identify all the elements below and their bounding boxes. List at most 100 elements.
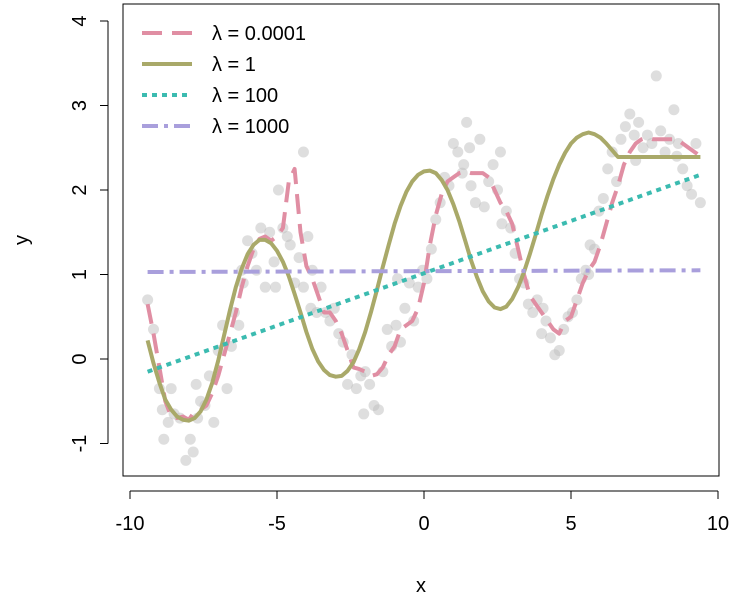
scatter-point	[655, 125, 667, 137]
scatter-point	[358, 408, 370, 420]
scatter-point	[158, 433, 170, 445]
y-tick-label: 2	[69, 184, 91, 195]
scatter-point	[208, 416, 220, 428]
scatter-point	[469, 197, 481, 209]
scatter-point	[390, 319, 402, 331]
scatter-point	[650, 70, 662, 82]
scatter-point	[399, 302, 411, 314]
x-tick-label: 5	[565, 513, 576, 535]
scatter-point	[264, 226, 276, 238]
scatter-point	[315, 281, 327, 293]
scatter-point	[421, 273, 433, 285]
scatter-point	[494, 146, 506, 158]
series-line-2	[145, 130, 701, 423]
y-tick-label: 4	[69, 15, 91, 26]
scatter-point	[425, 243, 437, 255]
scatter-point	[483, 176, 495, 188]
scatter-point	[190, 378, 202, 390]
scatter-point	[381, 323, 393, 335]
scatter-point	[242, 235, 254, 247]
scatter-point	[456, 167, 468, 179]
scatter-point	[184, 433, 196, 445]
scatter-point	[302, 230, 314, 242]
scatter-point	[615, 133, 627, 145]
scatter-point	[162, 416, 174, 428]
scatter-point	[297, 146, 309, 158]
scatter-point	[624, 108, 636, 120]
scatter-point	[527, 307, 539, 319]
scatter-point	[447, 138, 459, 150]
scatter-point	[364, 378, 376, 390]
y-tick-label: 1	[69, 269, 91, 280]
scatter-point	[342, 378, 354, 390]
scatter-point	[659, 146, 671, 158]
scatter-point	[305, 302, 317, 314]
legend-label: λ = 1	[212, 54, 256, 76]
scatter-point	[522, 298, 534, 310]
scatter-point	[458, 159, 470, 171]
scatter-point	[270, 281, 282, 293]
scatter-point	[487, 159, 499, 171]
series-line-1	[145, 135, 702, 422]
scatter-point	[293, 252, 305, 264]
scatter-point	[690, 138, 702, 150]
scatter-point	[272, 184, 284, 196]
scatter-point	[156, 404, 168, 416]
scatter-point	[553, 345, 565, 357]
scatter-point	[180, 454, 192, 466]
scatter-point	[464, 142, 476, 154]
series-line-4	[147, 268, 701, 274]
legend-label: λ = 0.0001	[212, 23, 306, 45]
scatter-point	[496, 218, 508, 230]
scatter-point	[641, 129, 653, 141]
scatter-point	[544, 332, 556, 344]
scatter-point	[452, 146, 464, 158]
legend-label: λ = 1000	[212, 116, 289, 138]
scatter-point	[430, 214, 442, 226]
scatter-point	[478, 201, 490, 213]
x-tick-label: -5	[268, 513, 286, 535]
scatter-point	[259, 281, 271, 293]
scatter-point	[221, 383, 233, 395]
scatter-point	[637, 142, 649, 154]
scatter-point	[672, 138, 684, 150]
x-axis-label: x	[416, 575, 426, 597]
scatter-point	[281, 230, 293, 242]
scatter-point	[628, 129, 640, 141]
scatter-point	[668, 104, 680, 116]
series-line-3	[146, 172, 702, 374]
scatter-point	[633, 116, 645, 128]
series-lines	[145, 130, 702, 423]
y-axis-label: y	[11, 235, 33, 245]
scatter-point	[372, 404, 384, 416]
scatter-point	[461, 116, 473, 128]
y-tick-label: -1	[69, 435, 91, 453]
legend-label: λ = 100	[212, 85, 278, 107]
scatter-point	[255, 222, 267, 234]
scatter-point	[619, 121, 631, 133]
x-tick-label: 10	[707, 513, 729, 535]
scatter-point	[602, 163, 614, 175]
scatter-point	[392, 273, 404, 285]
scatter-point	[148, 323, 160, 335]
scatter-point	[694, 197, 706, 209]
scatter-point	[536, 328, 548, 340]
x-tick-label: -10	[116, 513, 145, 535]
scatter-point	[677, 163, 689, 175]
scatter-point	[474, 133, 486, 145]
x-tick-label: 0	[418, 513, 429, 535]
legend: λ = 0.0001 λ = 1 λ = 100 λ = 1000	[142, 23, 306, 138]
scatter-point	[284, 239, 296, 251]
scatter-point	[350, 383, 362, 395]
scatter-point	[686, 188, 698, 200]
scatter-point	[268, 256, 280, 268]
scatter-point	[297, 281, 309, 293]
scatter-point	[187, 446, 199, 458]
y-tick-label: 0	[69, 353, 91, 364]
scatter-point	[465, 180, 477, 192]
scatter-point	[165, 383, 177, 395]
scatter-point	[571, 294, 583, 306]
y-tick-label: 3	[69, 100, 91, 111]
